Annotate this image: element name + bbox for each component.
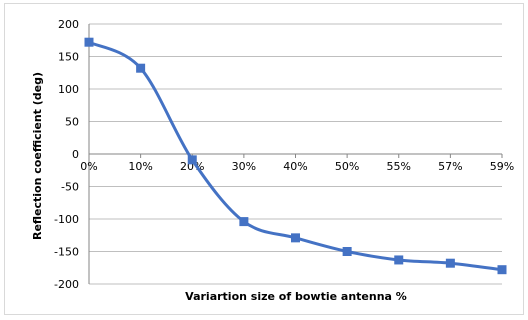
y-tick-label: 0 (72, 148, 79, 161)
data-point-marker (497, 265, 507, 275)
x-tick-labels: 0% 10% 20% 30% 40% 50% 55% 57% 59% (80, 160, 514, 173)
data-point-marker (84, 37, 94, 47)
y-tick-labels: 200 150 100 50 0 -50 -100 -150 -200 (54, 18, 79, 291)
x-tick-label: 57% (438, 160, 462, 173)
y-tick-label: 150 (58, 51, 79, 64)
x-tick-label: 10% (128, 160, 152, 173)
y-axis-title: Reflection coefficient (deg) (31, 72, 44, 240)
x-tick-label: 55% (387, 160, 411, 173)
data-point-marker (187, 155, 197, 165)
y-tick-label: 200 (58, 18, 79, 31)
data-point-marker (239, 217, 249, 227)
data-point-marker (136, 63, 146, 73)
x-tick-label: 59% (490, 160, 514, 173)
data-point-marker (291, 233, 300, 243)
y-tick-label: 50 (65, 116, 79, 129)
data-point-marker (394, 255, 404, 265)
x-tick-label: 0% (80, 160, 97, 173)
data-markers (84, 37, 507, 275)
series-line (88, 40, 503, 272)
data-point-marker (342, 247, 352, 256)
axes (88, 24, 503, 284)
gridlines (89, 23, 502, 285)
y-tick-label: -50 (61, 181, 79, 194)
x-tick-label: 50% (335, 160, 359, 173)
data-point-marker (445, 258, 455, 268)
y-tick-label: 100 (58, 83, 79, 96)
y-tick-label: -150 (54, 246, 79, 259)
y-tick-label: -200 (54, 278, 79, 291)
y-tick-label: -100 (54, 213, 79, 226)
x-tick-label: 40% (283, 160, 307, 173)
x-tick-label: 30% (232, 160, 256, 173)
x-axis-title: Variartion size of bowtie antenna % (185, 290, 407, 303)
